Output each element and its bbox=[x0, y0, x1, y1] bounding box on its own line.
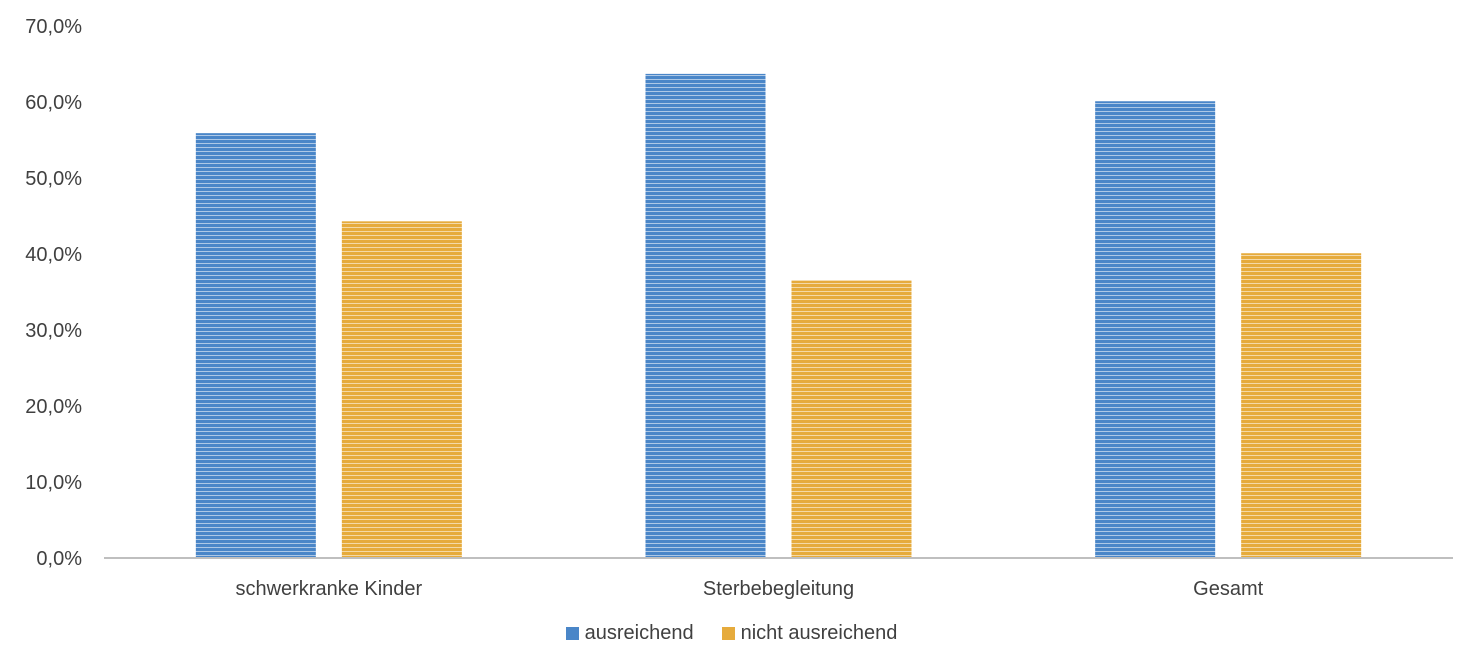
y-tick-label: 70,0% bbox=[25, 16, 82, 38]
bar-ausreichend-0 bbox=[195, 133, 316, 558]
bar-ausreichend-2 bbox=[1095, 101, 1216, 559]
bar-nicht-ausreichend-2 bbox=[1241, 253, 1362, 559]
y-tick-label: 0,0% bbox=[36, 548, 82, 570]
y-tick-label: 10,0% bbox=[25, 472, 82, 494]
y-tick-label: 20,0% bbox=[25, 396, 82, 418]
x-category-label: schwerkranke Kinder bbox=[235, 578, 422, 600]
legend-item-ausreichend: ausreichend bbox=[565, 622, 694, 645]
y-tick-label: 30,0% bbox=[25, 320, 82, 342]
x-category-label: Sterbebegleitung bbox=[703, 578, 854, 600]
bar-ausreichend-1 bbox=[645, 73, 766, 558]
bar-nicht-ausreichend-1 bbox=[791, 280, 912, 558]
legend-swatch-ausreichend bbox=[565, 627, 579, 640]
y-tick-label: 60,0% bbox=[25, 92, 82, 114]
legend: ausreichend nicht ausreichend bbox=[0, 622, 1463, 645]
bar-nicht-ausreichend-0 bbox=[341, 221, 462, 558]
x-category-label: Gesamt bbox=[1193, 578, 1263, 600]
legend-label-ausreichend: ausreichend bbox=[584, 622, 694, 644]
legend-label-nicht-ausreichend: nicht ausreichend bbox=[740, 622, 898, 644]
y-tick-label: 40,0% bbox=[25, 244, 82, 266]
legend-swatch-nicht-ausreichend bbox=[721, 627, 735, 640]
y-tick-label: 50,0% bbox=[25, 168, 82, 190]
legend-item-nicht-ausreichend: nicht ausreichend bbox=[721, 622, 898, 645]
